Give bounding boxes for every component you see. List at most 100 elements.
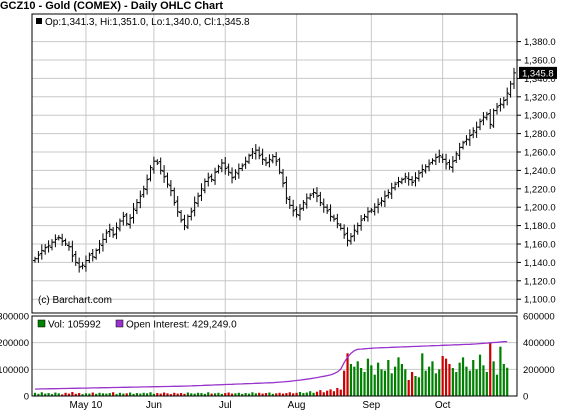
- ohlc-bar: [94, 248, 99, 260]
- volume-bar: [407, 380, 410, 396]
- volume-bar: [390, 373, 393, 396]
- ohlc-bar: [382, 190, 387, 208]
- price-tick-label: 1,120.0: [524, 276, 556, 287]
- volume-bar: [366, 358, 370, 396]
- ohlc-bar: [471, 127, 476, 139]
- volume-bar: [278, 392, 281, 396]
- price-tick-label: 1,220.0: [524, 184, 556, 195]
- volume-bar: [135, 393, 139, 396]
- ohlc-bar: [454, 151, 459, 163]
- volume-bar: [380, 369, 383, 396]
- volume-bar: [444, 358, 448, 396]
- price-tick-label: 1,380.0: [524, 37, 556, 48]
- ohlc-bar: [36, 250, 41, 263]
- volume-bar: [95, 393, 98, 396]
- ohlc-bar: [196, 192, 201, 207]
- ohlc-bar: [77, 257, 82, 273]
- ohlc-bar: [362, 213, 367, 222]
- ohlc-bar: [56, 235, 61, 241]
- ohlc-bar: [230, 167, 235, 184]
- ohlc-bar: [53, 234, 58, 248]
- ohlc-bar: [444, 153, 449, 170]
- volume-bar: [101, 393, 105, 396]
- ohlc-bar: [447, 159, 452, 170]
- x-tick-label: Jul: [219, 400, 232, 411]
- ohlc-bar: [277, 157, 282, 175]
- ohlc-bar: [100, 233, 105, 252]
- volume-bar: [431, 361, 434, 396]
- ohlc-bar: [90, 249, 95, 262]
- ohlc-bar: [158, 157, 163, 175]
- volume-bar: [275, 393, 278, 396]
- ohlc-bar: [430, 158, 435, 165]
- volume-bar: [200, 393, 203, 396]
- ohlc-bar: [138, 190, 143, 209]
- volume-bar: [88, 393, 91, 396]
- ohlc-bar: [97, 239, 102, 254]
- ohlc-bar: [267, 154, 272, 168]
- ohlc-bar: [342, 224, 347, 239]
- volume-bar: [115, 394, 118, 396]
- copyright: (c) Barchart.com: [38, 295, 112, 306]
- ohlc-bar: [399, 177, 404, 185]
- volume-bar: [84, 393, 88, 396]
- volume-bar: [349, 364, 353, 396]
- ohlc-bar: [396, 176, 401, 188]
- ohlc-bar: [70, 240, 75, 263]
- volume-bar: [132, 393, 135, 396]
- volume-bar: [305, 392, 308, 396]
- ohlc-bar: [369, 207, 374, 214]
- ohlc-bar: [495, 102, 500, 115]
- ohlc-bar: [365, 207, 370, 222]
- volume-bar: [81, 394, 84, 396]
- ohlc-bar: [308, 193, 313, 201]
- volume-bar: [343, 370, 346, 396]
- ohlc-bar: [189, 207, 194, 221]
- volume-bar: [254, 393, 257, 396]
- volume-bar: [468, 370, 471, 396]
- volume-bar: [44, 393, 47, 396]
- ohlc-bar: [107, 223, 112, 238]
- oi-tick-label: 600000: [523, 312, 555, 323]
- volume-legend-bg: [35, 318, 245, 330]
- ohlc-bar: [236, 163, 241, 179]
- volume-bar: [292, 393, 295, 396]
- ohlc-bar: [433, 153, 438, 166]
- volume-bar: [152, 393, 156, 396]
- price-tick-label: 1,280.0: [524, 129, 556, 140]
- ohlc-bar: [151, 156, 156, 174]
- volume-bar: [397, 357, 400, 396]
- volume-bar: [64, 392, 67, 396]
- oi-tick-label: 400000: [523, 338, 555, 349]
- ohlc-bar: [291, 199, 296, 217]
- volume-bar: [271, 393, 274, 396]
- ohlc-bar: [240, 163, 245, 172]
- volume-bar: [285, 393, 288, 396]
- ohlc-bar: [335, 213, 340, 229]
- ohlc-bar: [199, 183, 204, 201]
- ohlc-bar: [124, 212, 129, 226]
- ohlc-bar: [165, 172, 170, 188]
- ohlc-bar: [280, 168, 285, 188]
- ohlc-bar: [461, 140, 466, 150]
- ohlc-bar: [274, 152, 279, 166]
- ohlc-bar: [39, 244, 44, 260]
- price-tick-label: 1,340.0: [524, 74, 556, 85]
- volume-bar: [61, 394, 64, 396]
- volume-bar: [421, 353, 424, 396]
- ohlc-bar: [325, 204, 330, 214]
- volume-bar: [465, 366, 468, 396]
- price-panel-frame: [31, 13, 518, 314]
- volume-bar: [112, 392, 115, 396]
- ohlc-bar: [328, 204, 333, 222]
- ohlc-bar: [321, 198, 326, 213]
- ohlc-bar: [49, 239, 54, 251]
- ohlc-legend-swatch: [36, 18, 42, 24]
- volume-bar: [492, 361, 495, 396]
- price-tick-label: 1,160.0: [524, 240, 556, 251]
- volume-bar: [346, 353, 349, 396]
- ohlc-bar: [117, 218, 122, 232]
- ohlc-bar: [260, 148, 265, 165]
- ohlc-bar: [294, 206, 299, 218]
- ohlc-bar: [63, 238, 68, 247]
